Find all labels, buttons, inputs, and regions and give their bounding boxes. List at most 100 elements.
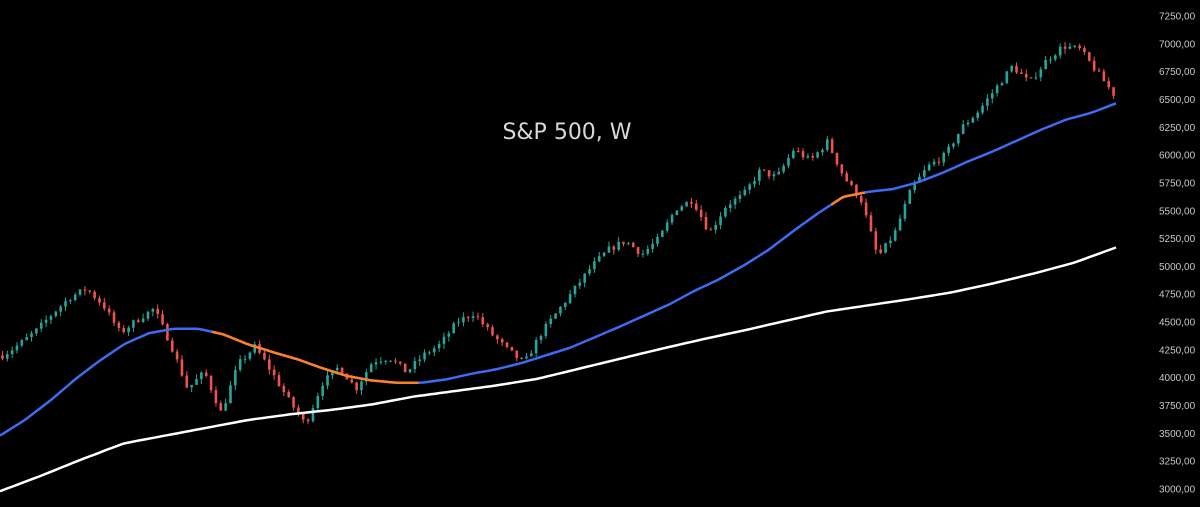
candle [267, 354, 271, 375]
candle [777, 167, 781, 176]
y-tick-label: 7000,00 [1159, 39, 1196, 50]
candle-body [641, 253, 645, 255]
candle-body [1005, 71, 1009, 84]
y-tick-label: 5000,00 [1159, 262, 1196, 273]
candle [728, 200, 732, 213]
candle-body [399, 361, 402, 364]
candle-body [525, 356, 528, 359]
candle [200, 371, 203, 384]
candle [78, 289, 82, 297]
candle [530, 350, 533, 357]
candle [661, 229, 664, 238]
candle [670, 213, 674, 225]
candle [10, 346, 14, 358]
candle-body [816, 152, 819, 158]
candle-body [59, 306, 62, 312]
candle-body [976, 112, 980, 118]
candle [360, 379, 363, 396]
candle-body [597, 256, 601, 262]
candle-body [117, 322, 121, 328]
candle [903, 200, 907, 222]
candle [35, 327, 38, 336]
candle [326, 370, 329, 390]
candle-body [263, 352, 266, 360]
candle [219, 400, 223, 411]
candle [981, 102, 984, 115]
candle-body [243, 358, 247, 360]
candle [932, 158, 936, 167]
candle-body [297, 407, 300, 415]
y-tick-label: 3750,00 [1159, 401, 1196, 412]
candle-body [656, 236, 659, 244]
candle-body [428, 352, 431, 354]
candle-body [554, 313, 557, 319]
candle-body [253, 344, 257, 353]
candle-body [447, 333, 451, 337]
candle [680, 204, 684, 212]
candle-body [413, 360, 417, 370]
candle [641, 249, 645, 258]
candle [549, 315, 553, 328]
candle [583, 273, 586, 288]
candle-body [219, 403, 223, 411]
candle [1102, 68, 1106, 82]
candle-body [25, 337, 28, 341]
candle-body [530, 353, 533, 357]
candle [1039, 66, 1043, 82]
y-tick-label: 6750,00 [1159, 67, 1196, 78]
candle-body [83, 289, 87, 291]
candle [311, 404, 315, 423]
y-tick-label: 6000,00 [1159, 151, 1196, 162]
candle [748, 182, 751, 195]
candle [195, 374, 198, 386]
candle-body [898, 218, 902, 231]
candle [355, 381, 358, 394]
candle [990, 88, 994, 104]
candle [704, 212, 708, 231]
candle-body [156, 308, 159, 315]
candle-body [690, 201, 693, 204]
candle [399, 361, 402, 366]
candle-body [180, 359, 184, 376]
candle-body [1024, 73, 1028, 78]
candle-body [340, 367, 344, 374]
candle-body [879, 249, 882, 253]
price-axis[interactable]: 7250,00 7000,00 6750,00 6500,00 6250,00 6000,… [1159, 12, 1196, 496]
candle-body [1097, 70, 1101, 72]
candle-body [301, 414, 305, 420]
candle [132, 319, 135, 332]
candle [166, 322, 169, 341]
candle-body [908, 190, 912, 204]
candle [961, 120, 965, 135]
candle [161, 310, 164, 326]
candle-body [588, 269, 591, 274]
candle [889, 236, 892, 248]
candle [1029, 77, 1033, 79]
candle-body [840, 164, 844, 174]
candle-body [821, 149, 824, 153]
candle-body [1010, 66, 1013, 72]
candle-body [607, 246, 611, 253]
candle-body [78, 289, 82, 295]
candle [175, 349, 179, 363]
candle [1083, 45, 1086, 55]
candle [1024, 69, 1028, 82]
candle [753, 176, 756, 188]
candle [500, 337, 504, 346]
candle-body [743, 189, 747, 195]
candle [811, 153, 815, 161]
candle [127, 325, 130, 337]
candle [816, 151, 819, 159]
candle-body [646, 248, 650, 254]
candle [995, 83, 999, 97]
candle-body [1107, 81, 1111, 88]
candle-body [1112, 87, 1115, 96]
candle-body [88, 290, 92, 292]
candle [93, 289, 96, 301]
candle-body [331, 370, 334, 376]
candle [340, 367, 344, 374]
candle-body [728, 204, 732, 208]
candle [631, 241, 635, 248]
candle-body [665, 222, 669, 231]
